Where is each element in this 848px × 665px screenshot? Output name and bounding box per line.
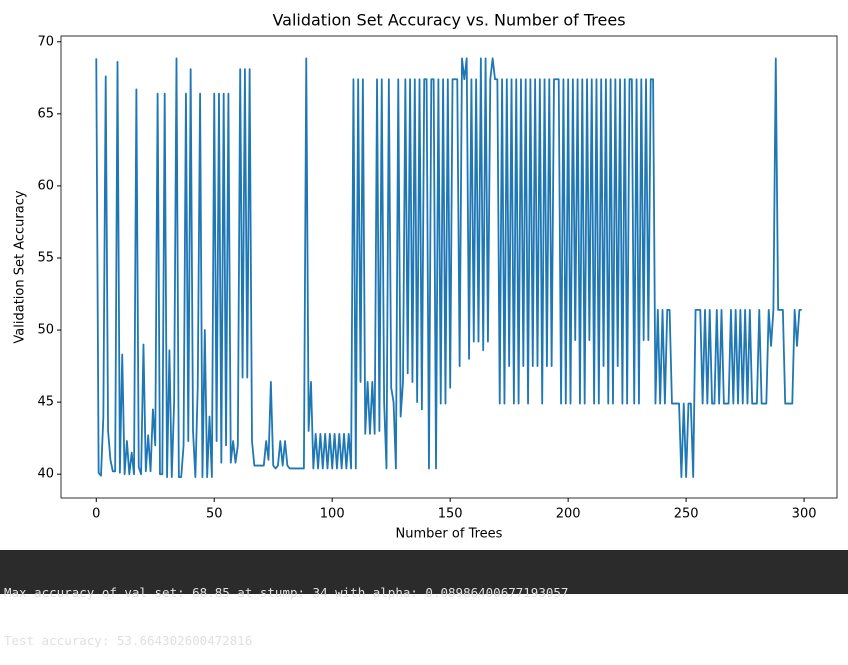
y-axis-label: Validation Set Accuracy xyxy=(13,190,28,343)
y-tick-label: 40 xyxy=(37,467,54,482)
y-tick-label: 55 xyxy=(37,250,54,265)
data-line xyxy=(95,57,802,479)
x-axis-label: Number of Trees xyxy=(396,527,503,542)
chart-title: Validation Set Accuracy vs. Number of Tr… xyxy=(272,11,625,30)
cell-output: Max accuracy of val set: 68.85 at stump:… xyxy=(0,550,848,648)
x-tick-label: 150 xyxy=(438,507,463,522)
y-tick-label: 70 xyxy=(37,34,54,49)
output-line: Test accuracy: 53.664302600472816 xyxy=(4,633,253,648)
y-tick-label: 45 xyxy=(37,395,54,410)
x-tick-label: 300 xyxy=(792,507,817,522)
x-tick-label: 250 xyxy=(674,507,699,522)
plot-frame xyxy=(60,35,838,499)
x-tick-label: 100 xyxy=(320,507,345,522)
y-tick-label: 65 xyxy=(37,106,54,121)
output-line: Max accuracy of val set: 68.85 at stump:… xyxy=(4,585,569,600)
x-tick-label: 50 xyxy=(206,507,223,522)
page: Validation Set Accuracy vs. Number of Tr… xyxy=(0,10,848,648)
x-tick-label: 0 xyxy=(92,507,100,522)
chart: Validation Set Accuracy vs. Number of Tr… xyxy=(13,11,838,542)
x-tick-label: 200 xyxy=(556,507,581,522)
y-tick-label: 60 xyxy=(37,178,54,193)
y-tick-label: 50 xyxy=(37,323,54,338)
